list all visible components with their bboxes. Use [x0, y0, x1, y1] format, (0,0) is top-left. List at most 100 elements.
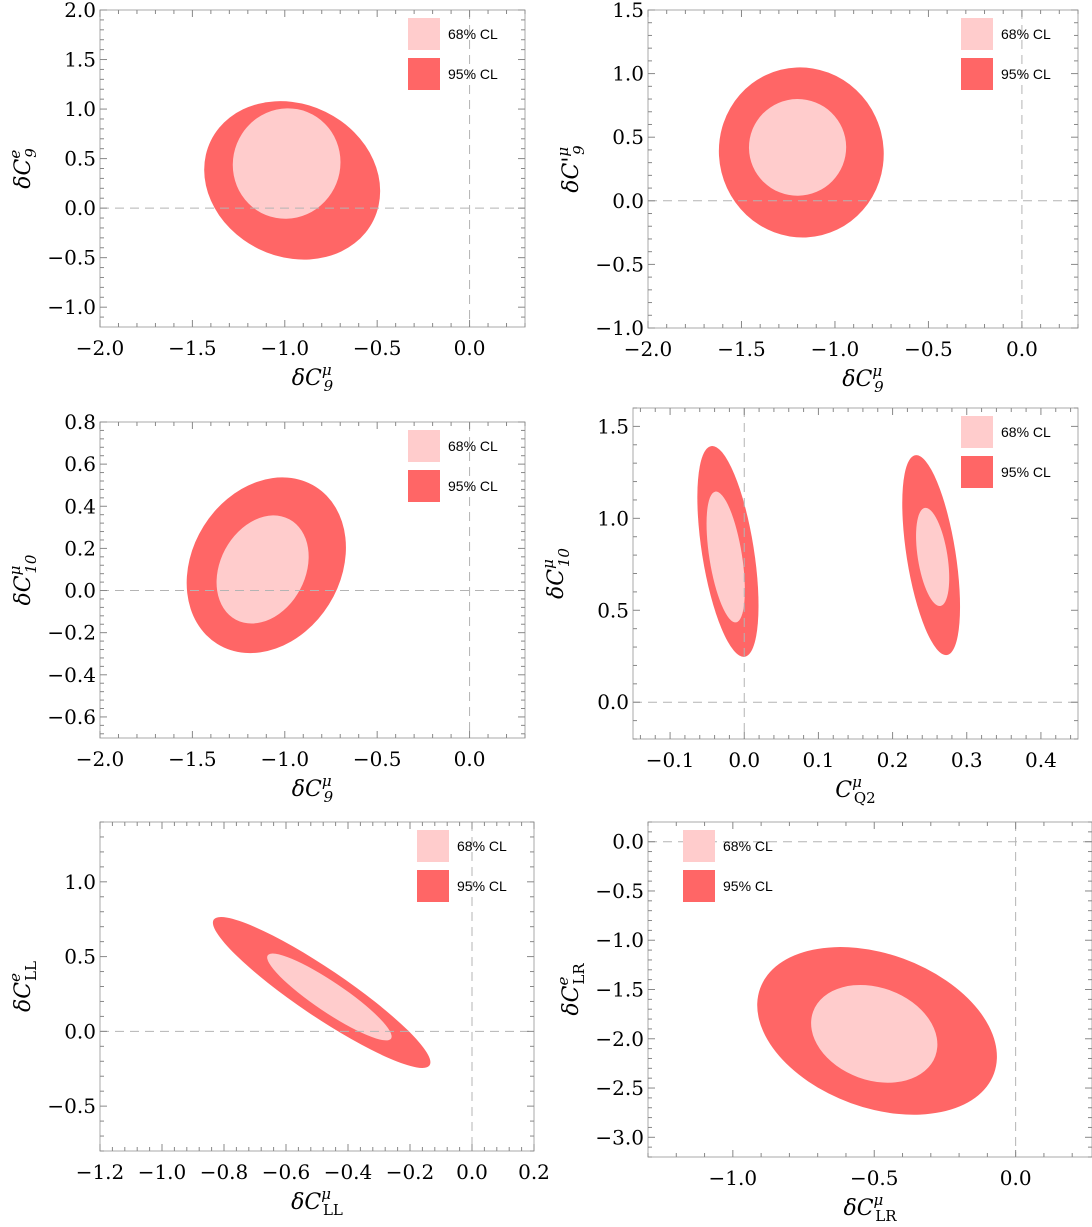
y-tick-label: 0.0 [64, 1019, 96, 1043]
y-tick-label: −0.2 [47, 621, 96, 645]
x-axis-label: δCμ LR [843, 1191, 897, 1225]
y-tick-label: 0.5 [64, 147, 96, 171]
y-tick-label: 0.0 [612, 189, 644, 213]
x-tick-label: 0.0 [454, 336, 486, 360]
x-tick-label: −0.5 [353, 336, 402, 360]
y-tick-label: 1.5 [612, 0, 644, 22]
y-tick-label: −0.4 [47, 663, 96, 687]
legend-swatch-68cl [961, 416, 993, 448]
legend-label-68cl: 68% CL [448, 438, 498, 454]
panel-4: −0.1 0.0 0.1 0.2 0.3 0.4 0.0 0.5 1.0 1.5 Cμ Q2 δCμ10… [539, 407, 1079, 807]
x-tick-label: −1.0 [260, 336, 309, 360]
legend-swatch-95cl [683, 870, 715, 902]
panel-2: −2.0 −1.5 −1.0 −0.5 0.0 −1.0 −0.5 0.0 0.5 1.0 1.5 δ… [554, 0, 1079, 396]
y-tick-label: 1.0 [64, 97, 96, 121]
x-tick-label: −1.5 [168, 747, 217, 771]
y-tick-label: 1.5 [597, 414, 629, 438]
y-tick-label: −0.5 [47, 1094, 96, 1118]
y-tick-label: 0.6 [64, 452, 96, 476]
x-tick-label: 0.0 [454, 747, 486, 771]
y-tick-label: −0.5 [595, 252, 644, 276]
y-axis-label: δCeLR [554, 963, 588, 1016]
y-axis-label: δCeLL [6, 961, 40, 1012]
y-tick-label: −3.0 [595, 1125, 644, 1149]
y-tick-label: 1.0 [612, 62, 644, 86]
x-tick-label: 0.2 [877, 748, 909, 772]
y-tick-label: 0.8 [64, 410, 96, 434]
x-tick-label: 0.0 [1000, 1166, 1032, 1190]
region-68cl-2 [232, 108, 341, 219]
y-axis-label: δCe9 [6, 148, 40, 189]
y-tick-label: −0.6 [47, 705, 96, 729]
legend-label-95cl: 95% CL [457, 878, 507, 894]
plot-frame [647, 9, 1079, 329]
y-tick-label: −1.0 [47, 295, 96, 319]
legend-swatch-95cl [961, 58, 993, 90]
x-tick-label: −0.5 [904, 337, 953, 361]
y-tick-label: 2.0 [64, 0, 96, 22]
x-tick-label: 0.0 [1006, 337, 1038, 361]
x-tick-label: −0.4 [324, 1160, 373, 1184]
x-axis-label: Cμ Q2 [835, 773, 875, 807]
legend-swatch-95cl [417, 870, 449, 902]
region-68cl-4 [916, 507, 950, 607]
legend-label-68cl: 68% CL [457, 838, 507, 854]
region-68cl-2 [706, 491, 745, 623]
y-tick-label: 1.0 [64, 870, 96, 894]
y-tick-label: 0.4 [64, 494, 96, 518]
legend-label-68cl: 68% CL [723, 838, 773, 854]
y-tick-label: 0.0 [64, 579, 96, 603]
region-68cl-2 [267, 953, 392, 1041]
y-tick-label: 1.0 [597, 506, 629, 530]
y-axis-label: δC'μ9 [554, 145, 588, 193]
y-tick-label: 0.0 [597, 690, 629, 714]
y-tick-label: −1.0 [595, 928, 644, 952]
y-tick-label: 0.5 [612, 125, 644, 149]
legend-label-68cl: 68% CL [1001, 424, 1051, 440]
y-axis-label: δCμ10 [539, 548, 573, 599]
legend-swatch-68cl [408, 430, 440, 462]
region-68cl-2 [811, 984, 938, 1083]
y-tick-label: −0.5 [595, 879, 644, 903]
x-tick-label: 0.0 [728, 748, 760, 772]
plot-frame [99, 421, 526, 739]
legend-label-95cl: 95% CL [723, 878, 773, 894]
legend-label-68cl: 68% CL [1001, 26, 1051, 42]
x-axis-label: δCμ 9 [842, 362, 884, 396]
y-axis-label: δCμ10 [6, 554, 40, 605]
x-tick-label: −1.0 [138, 1160, 187, 1184]
x-axis-label: δCμ 9 [292, 772, 334, 806]
x-tick-label: −0.2 [386, 1160, 435, 1184]
legend-label-95cl: 95% CL [1001, 464, 1051, 480]
y-tick-label: 0.5 [597, 598, 629, 622]
x-tick-label: 0.4 [1025, 748, 1057, 772]
legend-swatch-68cl [417, 830, 449, 862]
legend-swatch-95cl [408, 58, 440, 90]
y-tick-label: −2.0 [595, 1027, 644, 1051]
y-tick-label: 0.0 [64, 196, 96, 220]
y-tick-label: 0.0 [612, 830, 644, 854]
y-tick-label: 0.2 [64, 536, 96, 560]
legend-label-95cl: 95% CL [448, 66, 498, 82]
x-tick-label: −0.5 [850, 1166, 899, 1190]
legend-label-68cl: 68% CL [448, 26, 498, 42]
x-axis-label: δCμ LL [291, 1185, 343, 1219]
x-tick-label: −1.5 [717, 337, 766, 361]
x-tick-label: −0.6 [262, 1160, 311, 1184]
y-tick-label: −0.5 [47, 246, 96, 270]
region-68cl-2 [748, 99, 847, 196]
x-tick-label: −0.5 [353, 747, 402, 771]
x-tick-label: −0.1 [646, 748, 695, 772]
x-tick-label: −1.0 [811, 337, 860, 361]
y-tick-label: 0.5 [64, 945, 96, 969]
x-tick-label: −1.5 [168, 336, 217, 360]
plot-frame [632, 407, 1079, 740]
legend-swatch-95cl [961, 456, 993, 488]
x-tick-label: −1.2 [76, 1160, 125, 1184]
x-tick-label: 0.3 [951, 748, 983, 772]
x-tick-label: −1.0 [260, 747, 309, 771]
legend-swatch-95cl [408, 470, 440, 502]
panel-6: −1.0 −0.5 0.0 −3.0 −2.5 −2.0 −1.5 −1.0 −0.5 0.0 δC… [554, 821, 1092, 1225]
x-tick-label: −1.0 [709, 1166, 758, 1190]
